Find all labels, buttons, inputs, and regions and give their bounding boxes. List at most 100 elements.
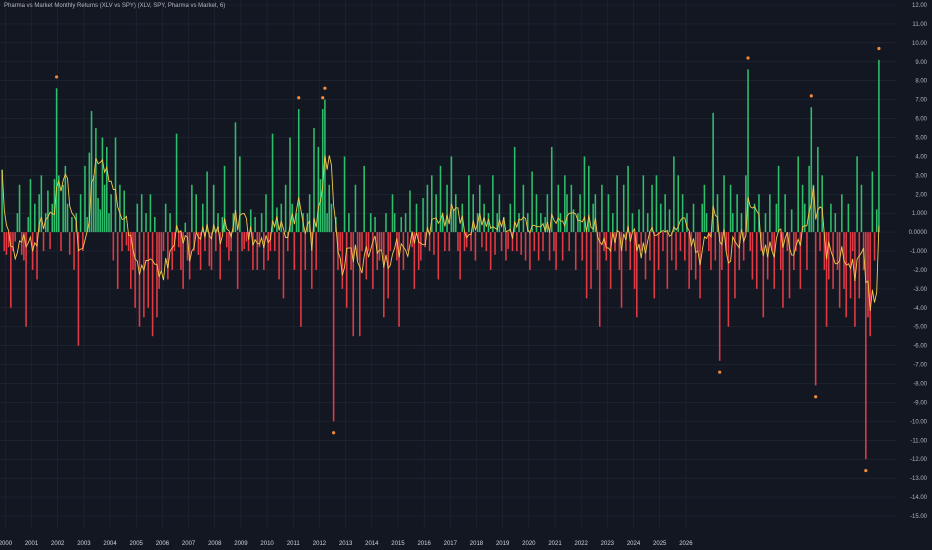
bar bbox=[677, 175, 680, 233]
bar bbox=[498, 194, 501, 233]
bar bbox=[14, 232, 16, 242]
bar bbox=[762, 232, 765, 318]
bar bbox=[568, 232, 570, 252]
bar bbox=[116, 232, 119, 289]
bar bbox=[651, 184, 653, 233]
bar bbox=[673, 156, 675, 233]
extreme-marker bbox=[332, 431, 336, 435]
bar bbox=[10, 232, 12, 308]
y-tick-label: 1.000 bbox=[912, 211, 928, 217]
bar bbox=[847, 203, 850, 233]
bar bbox=[448, 232, 451, 252]
bar bbox=[502, 216, 505, 233]
y-tick-label: 7.00 bbox=[915, 98, 927, 104]
y-tick-label: -14.00 bbox=[910, 495, 928, 501]
x-tick-label: 2016 bbox=[417, 541, 431, 547]
bar bbox=[7, 232, 10, 248]
bar bbox=[426, 184, 429, 233]
bar bbox=[409, 190, 411, 233]
bar bbox=[221, 216, 224, 233]
bar bbox=[123, 190, 126, 233]
bar bbox=[507, 232, 509, 250]
bar bbox=[422, 198, 424, 233]
bar bbox=[786, 232, 789, 252]
bar bbox=[670, 232, 673, 261]
bar bbox=[801, 184, 804, 233]
bar bbox=[465, 232, 468, 248]
bar bbox=[367, 232, 370, 252]
bar bbox=[721, 232, 723, 270]
bar bbox=[175, 133, 178, 233]
bar bbox=[103, 184, 106, 233]
bar bbox=[851, 232, 854, 252]
bar bbox=[164, 203, 167, 233]
bar bbox=[317, 146, 320, 233]
bar bbox=[49, 232, 51, 250]
bar bbox=[289, 137, 291, 233]
bar bbox=[1, 169, 3, 233]
y-tick-label: 9.00 bbox=[915, 60, 927, 66]
bar bbox=[208, 232, 211, 267]
bar bbox=[92, 175, 95, 233]
bar bbox=[559, 213, 562, 233]
bar bbox=[311, 232, 313, 289]
bar bbox=[845, 232, 847, 318]
bar bbox=[797, 156, 799, 233]
bar bbox=[406, 232, 409, 252]
x-tick-label: 2021 bbox=[548, 541, 562, 547]
bar bbox=[795, 232, 797, 252]
bar bbox=[585, 232, 588, 299]
bar bbox=[694, 232, 697, 280]
bar bbox=[282, 232, 285, 299]
bar bbox=[755, 232, 758, 289]
x-tick-label: 2007 bbox=[182, 541, 196, 547]
bar bbox=[387, 232, 389, 299]
bar bbox=[119, 184, 121, 233]
bar bbox=[457, 232, 459, 252]
bar bbox=[481, 232, 483, 248]
x-tick-label: 2001 bbox=[25, 541, 39, 547]
y-tick-label: -1.000 bbox=[910, 249, 928, 255]
bar bbox=[860, 184, 863, 233]
bar bbox=[247, 232, 250, 252]
bar bbox=[73, 232, 75, 270]
bar bbox=[413, 232, 416, 289]
bar bbox=[225, 232, 228, 248]
bar bbox=[315, 232, 317, 270]
bar bbox=[90, 110, 93, 233]
bar bbox=[84, 165, 86, 233]
bar bbox=[649, 232, 651, 261]
y-tick-label: 0.0000 bbox=[909, 230, 928, 236]
bar bbox=[662, 232, 664, 252]
bar bbox=[873, 232, 876, 261]
bar bbox=[191, 184, 193, 233]
bar bbox=[249, 209, 252, 233]
bar bbox=[806, 232, 808, 270]
bar bbox=[612, 213, 614, 233]
bar bbox=[533, 232, 536, 252]
bar bbox=[304, 232, 307, 270]
bar bbox=[145, 213, 147, 233]
bar bbox=[725, 232, 728, 252]
bar bbox=[823, 232, 826, 270]
bar bbox=[736, 194, 738, 233]
bar bbox=[869, 232, 871, 337]
bar bbox=[3, 232, 6, 252]
bar bbox=[782, 232, 784, 308]
bar bbox=[740, 213, 743, 233]
bar bbox=[834, 213, 837, 233]
bar bbox=[291, 203, 293, 233]
bar bbox=[47, 190, 49, 233]
bar bbox=[838, 232, 841, 308]
bar bbox=[180, 232, 182, 270]
bar bbox=[359, 232, 361, 337]
bar bbox=[638, 209, 640, 233]
bar bbox=[718, 232, 721, 361]
bar bbox=[147, 232, 150, 308]
bar bbox=[731, 213, 734, 233]
y-tick-label: 8.00 bbox=[915, 79, 927, 85]
bar bbox=[140, 194, 143, 233]
bar bbox=[134, 232, 136, 308]
